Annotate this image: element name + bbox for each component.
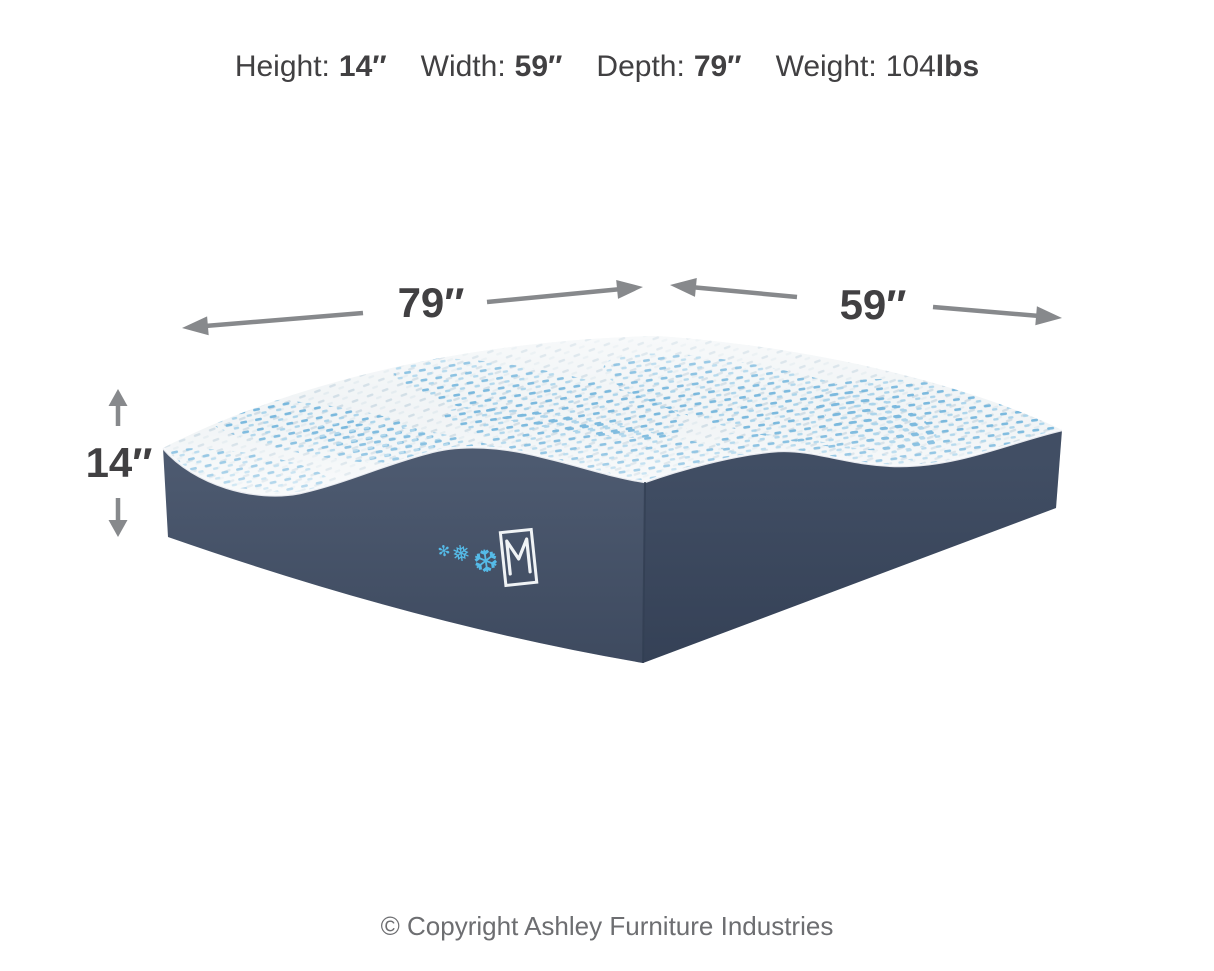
height-dimension-label: 14″ (85, 439, 153, 486)
spec-width-label: Width: (420, 50, 506, 83)
snowflake-large-icon: ❆ (471, 542, 502, 581)
spec-weight-unit: lbs (935, 50, 980, 83)
mattress-top-back-fade (163, 336, 1062, 496)
spec-line: Height: 14″ Width: 59″ Depth: 79″ Weight… (0, 50, 1214, 84)
spec-weight-value: 104 (885, 50, 936, 83)
width-arrow-left-head-icon (670, 278, 697, 297)
spec-height-label: Height: (234, 50, 330, 83)
width-arrow-right-shaft (932, 304, 1039, 319)
spec-height-value: 14″ (338, 50, 387, 83)
spec-depth: Depth: 79″ (596, 50, 741, 84)
mattress-base-shadow (163, 430, 1062, 663)
height-arrow-up-head-icon (108, 389, 128, 406)
spec-height: Height: 14″ (235, 50, 387, 84)
width-arrow-left-shaft (692, 284, 798, 300)
m-logo-mark-icon (498, 527, 539, 588)
copyright-text: © Copyright Ashley Furniture Industries (380, 911, 834, 941)
snowflake-small-icon: ✻ (437, 541, 452, 561)
width-dimension-label: 59″ (839, 281, 907, 328)
snowflake-medium-icon: ❅ (450, 541, 472, 568)
depth-arrow-left-head-icon (182, 316, 209, 336)
height-arrow-down-head-icon (108, 520, 128, 537)
spec-width-value: 59″ (514, 50, 563, 83)
depth-arrow-right-shaft (486, 287, 620, 305)
dimension-arrows (108, 278, 1062, 537)
mattress-wavy-seam (162, 428, 1063, 497)
depth-dimension-label: 79″ (397, 279, 465, 326)
depth-arrow-right-head-icon (616, 280, 643, 299)
spec-width: Width: 59″ (421, 50, 563, 84)
spec-depth-label: Depth: (596, 50, 685, 83)
width-arrow-right-head-icon (1035, 306, 1062, 326)
spec-weight: Weight: 104 lbs (776, 50, 980, 84)
depth-arrow-left-shaft (204, 310, 364, 329)
spec-weight-value-group: 104 lbs (886, 50, 979, 84)
spec-weight-label: Weight: (775, 50, 877, 83)
millennium-logo: ✻ ❅ ❆ (437, 527, 539, 588)
spec-depth-value: 79″ (693, 50, 742, 83)
mattress-corner-seam (642, 481, 646, 664)
